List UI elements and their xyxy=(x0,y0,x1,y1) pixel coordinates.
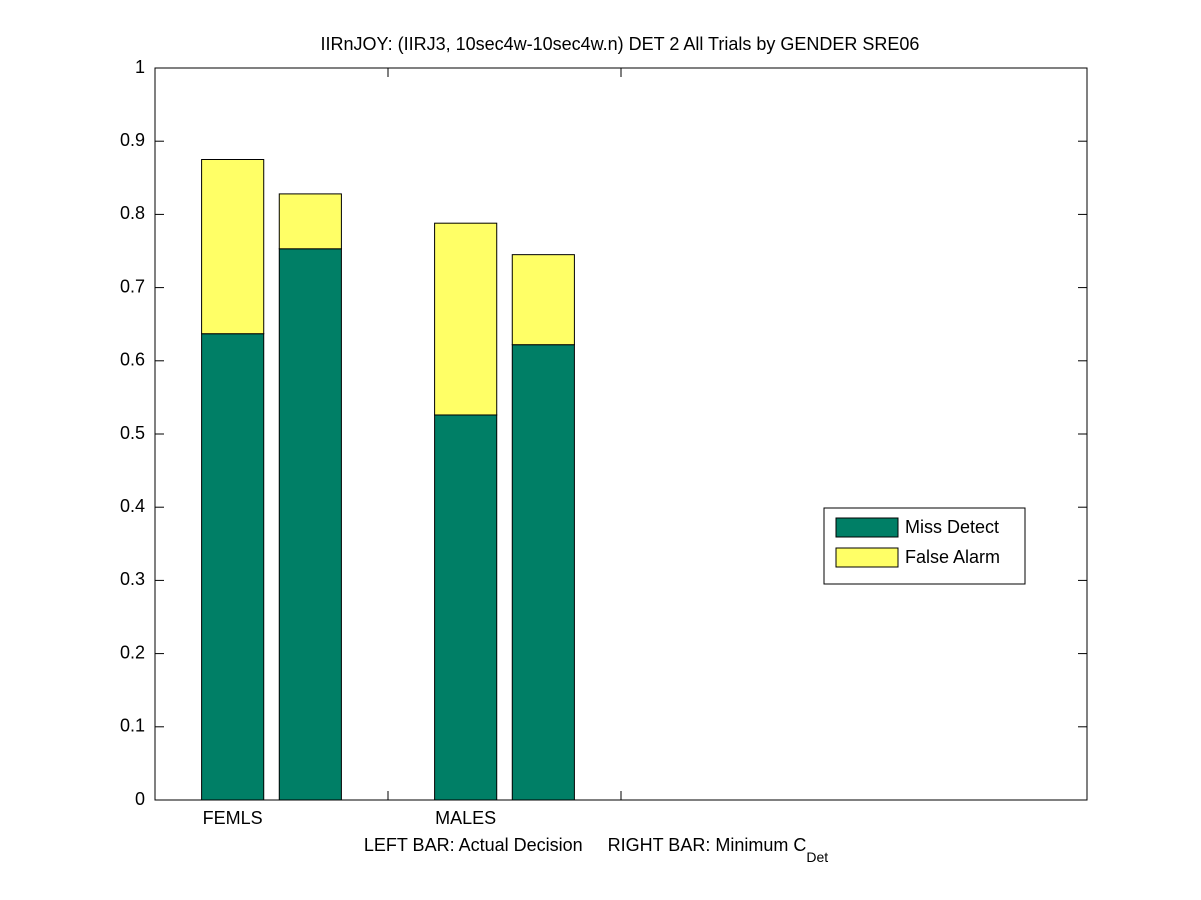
y-tick-label: 0.6 xyxy=(120,350,145,370)
bar-segment xyxy=(278,248,342,801)
bar-segment xyxy=(434,414,498,801)
x-tick-label: FEMLS xyxy=(203,808,263,828)
legend-swatch xyxy=(835,547,899,568)
y-tick-label: 0.7 xyxy=(120,276,145,296)
y-tick-label: 0 xyxy=(135,789,145,809)
chart-title: IIRnJOY: (IIRJ3, 10sec4w-10sec4w.n) DET … xyxy=(321,34,920,54)
y-tick-label: 0.1 xyxy=(120,716,145,736)
bar-segment xyxy=(278,193,342,250)
plot-frame xyxy=(154,67,1088,801)
bar-segment xyxy=(201,333,265,801)
y-tick-label: 0.5 xyxy=(120,423,145,443)
y-tick-label: 1 xyxy=(135,57,145,77)
y-tick-label: 0.2 xyxy=(120,642,145,662)
bar-segment xyxy=(434,222,498,416)
x-axis-label: LEFT BAR: Actual Decision RIGHT BAR: Min… xyxy=(364,835,828,865)
y-tick-label: 0.9 xyxy=(120,130,145,150)
bar-segment xyxy=(511,344,575,801)
x-axis-label-main: LEFT BAR: Actual Decision RIGHT BAR: Min… xyxy=(364,835,806,855)
bar-segment xyxy=(201,159,265,335)
bar-segment xyxy=(511,254,575,346)
legend-label: False Alarm xyxy=(905,547,1000,567)
legend-swatch xyxy=(835,517,899,538)
x-tick-label: MALES xyxy=(435,808,496,828)
y-tick-label: 0.3 xyxy=(120,569,145,589)
y-tick-label: 0.8 xyxy=(120,203,145,223)
legend-label: Miss Detect xyxy=(905,517,999,537)
y-tick-label: 0.4 xyxy=(120,496,145,516)
x-axis-label-subscript: Det xyxy=(806,849,828,865)
